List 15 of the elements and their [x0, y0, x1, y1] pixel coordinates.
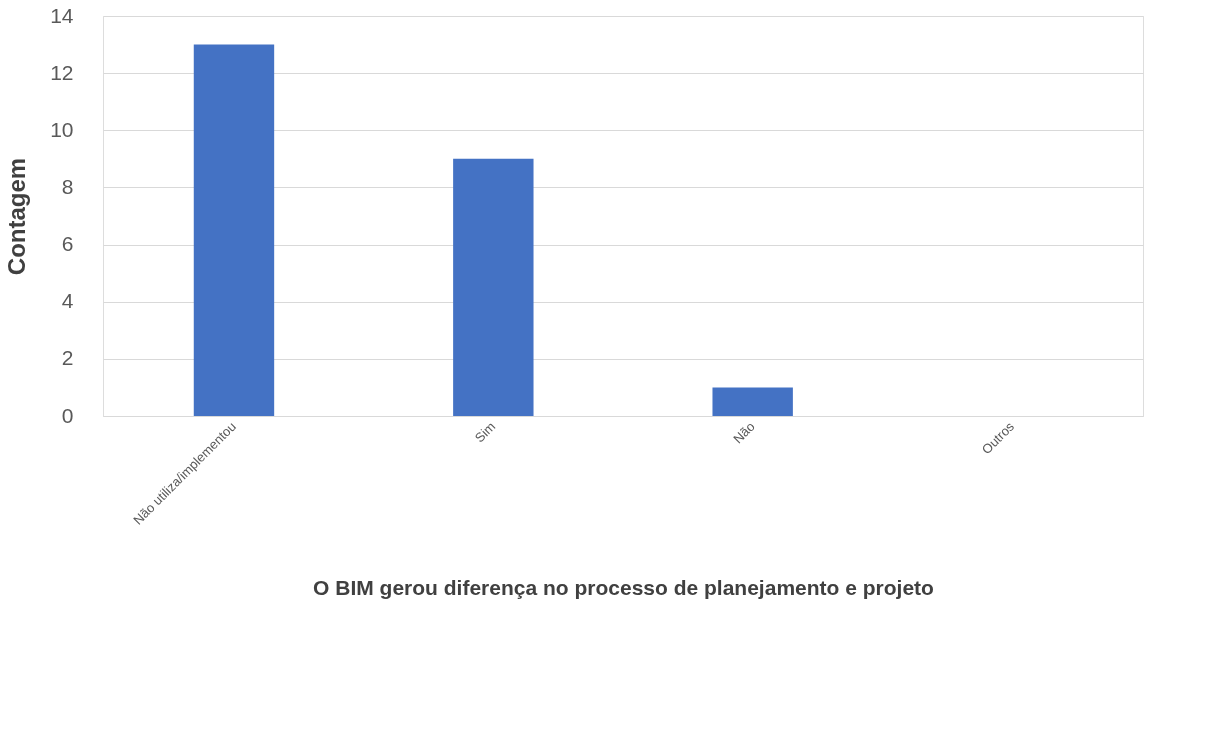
bar	[712, 387, 793, 416]
y-axis-title: Contagem	[3, 157, 31, 276]
y-tick-label: 0	[61, 403, 74, 427]
y-tick-label: 12	[50, 60, 74, 84]
bar	[193, 44, 275, 416]
y-tick-label: 2	[61, 346, 74, 370]
y-tick-label: 14	[50, 3, 74, 27]
x-axis-title: O BIM gerou diferença no processo de planejamento e projeto	[313, 575, 934, 599]
bar	[453, 158, 534, 416]
y-tick-label: 10	[50, 117, 74, 141]
y-tick-label: 8	[61, 174, 74, 198]
y-tick-label: 6	[61, 232, 74, 256]
x-tick-label: Não	[730, 418, 758, 447]
x-tick-label: Sim	[471, 418, 499, 446]
y-tick-label: 4	[61, 289, 74, 313]
